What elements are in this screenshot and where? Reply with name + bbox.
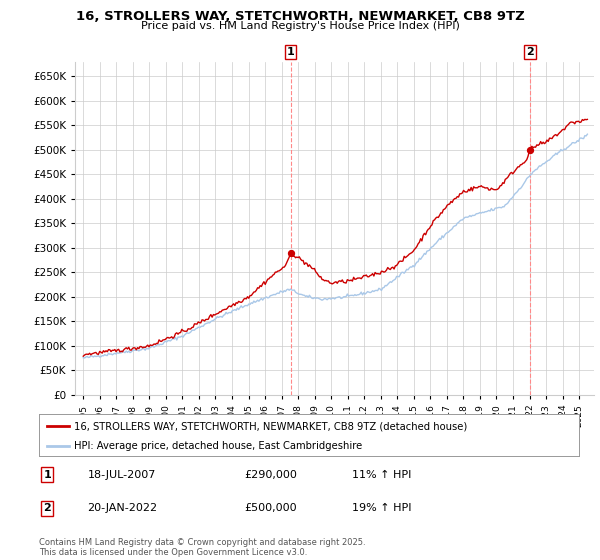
- Point: [526, 146, 535, 155]
- Text: 11% ↑ HPI: 11% ↑ HPI: [352, 470, 412, 479]
- Text: 18-JUL-2007: 18-JUL-2007: [88, 470, 156, 479]
- Text: 1: 1: [287, 48, 295, 58]
- Text: 1: 1: [43, 470, 51, 479]
- Point: [286, 248, 295, 257]
- Text: 16, STROLLERS WAY, STETCHWORTH, NEWMARKET, CB8 9TZ (detached house): 16, STROLLERS WAY, STETCHWORTH, NEWMARKE…: [74, 421, 467, 431]
- Text: HPI: Average price, detached house, East Cambridgeshire: HPI: Average price, detached house, East…: [74, 441, 362, 451]
- Text: 16, STROLLERS WAY, STETCHWORTH, NEWMARKET, CB8 9TZ: 16, STROLLERS WAY, STETCHWORTH, NEWMARKE…: [76, 10, 524, 23]
- Text: £290,000: £290,000: [244, 470, 297, 479]
- Text: £500,000: £500,000: [244, 503, 297, 513]
- Text: 19% ↑ HPI: 19% ↑ HPI: [352, 503, 412, 513]
- Text: Contains HM Land Registry data © Crown copyright and database right 2025.
This d: Contains HM Land Registry data © Crown c…: [39, 538, 365, 557]
- Text: 2: 2: [526, 48, 534, 58]
- Text: Price paid vs. HM Land Registry's House Price Index (HPI): Price paid vs. HM Land Registry's House …: [140, 21, 460, 31]
- Text: 2: 2: [43, 503, 51, 513]
- Text: 20-JAN-2022: 20-JAN-2022: [88, 503, 158, 513]
